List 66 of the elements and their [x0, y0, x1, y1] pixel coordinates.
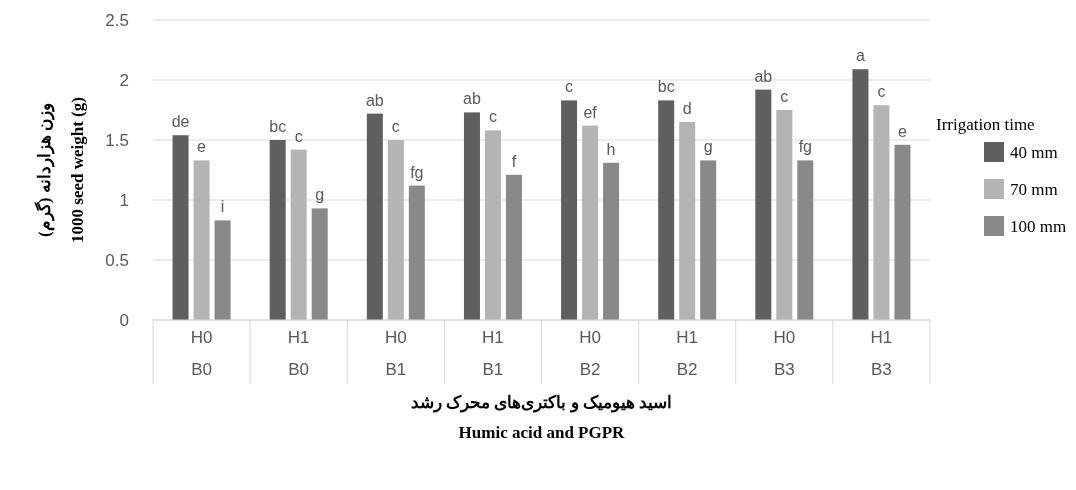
data-label: c — [391, 118, 400, 135]
bar — [679, 122, 696, 320]
bar — [172, 135, 189, 320]
bar — [214, 220, 231, 320]
bar — [700, 160, 717, 320]
bar — [484, 130, 501, 320]
data-label: ab — [463, 90, 481, 108]
x-tick-label: H0 B1 — [384, 328, 407, 379]
data-label: fg — [410, 163, 424, 181]
legend-title: Irrigation time — [936, 115, 1035, 134]
bar — [603, 162, 620, 320]
legend-label: 40 mm — [1010, 143, 1058, 162]
x-tick-label: H0 B0 — [190, 328, 213, 379]
data-label: h — [606, 140, 616, 158]
data-label: bc — [657, 78, 675, 96]
x-tick-label: H1 B3 — [870, 328, 893, 379]
legend-label: 100 mm — [1010, 217, 1067, 236]
data-label: i — [220, 198, 225, 216]
y-tick-label: 1.5 — [105, 131, 129, 150]
bar — [873, 105, 890, 320]
data-label: c — [294, 127, 303, 145]
y-tick-label: 2.5 — [105, 11, 129, 30]
bar — [311, 208, 328, 320]
y-tick-label: 2 — [119, 71, 129, 90]
bar — [561, 100, 578, 320]
bar — [797, 160, 814, 320]
data-label: ef — [583, 103, 598, 121]
bar — [852, 69, 869, 320]
bar — [658, 100, 675, 320]
data-label: fg — [798, 138, 812, 156]
data-label: e — [897, 122, 907, 140]
data-label: ab — [365, 91, 384, 109]
bar — [463, 112, 480, 320]
bar — [387, 140, 404, 320]
bar — [193, 160, 210, 320]
y-tick-label: 1 — [119, 191, 129, 210]
y-tick-label: 0.5 — [105, 251, 129, 270]
data-label: d — [682, 100, 692, 117]
data-label: c — [488, 108, 497, 126]
data-label: f — [511, 152, 517, 170]
x-tick-label: H0 B2 — [579, 328, 601, 379]
data-label: c — [877, 83, 886, 101]
x-tick-label: H1 B1 — [482, 328, 504, 379]
y-tick-label: 0 — [119, 311, 129, 330]
x-tick-label: H0 B3 — [773, 328, 796, 379]
data-label: a — [855, 47, 865, 65]
data-label: de — [171, 113, 190, 131]
bar — [505, 174, 522, 320]
bar — [366, 113, 383, 320]
legend-label: 70 mm — [1010, 180, 1058, 199]
data-label: c — [565, 78, 574, 96]
bar — [290, 149, 307, 320]
bar — [408, 185, 425, 320]
bar — [755, 89, 772, 320]
bar — [776, 110, 793, 320]
data-label: g — [703, 138, 713, 156]
data-label: bc — [269, 118, 287, 135]
bar — [582, 125, 599, 320]
data-label: e — [197, 138, 207, 156]
data-label: c — [780, 88, 789, 105]
data-label: g — [315, 186, 325, 204]
x-tick-label: H1 B2 — [676, 328, 699, 379]
data-label: ab — [754, 67, 773, 85]
bar — [894, 144, 911, 320]
x-tick-label: H1 B0 — [287, 328, 310, 379]
bar — [269, 140, 286, 320]
